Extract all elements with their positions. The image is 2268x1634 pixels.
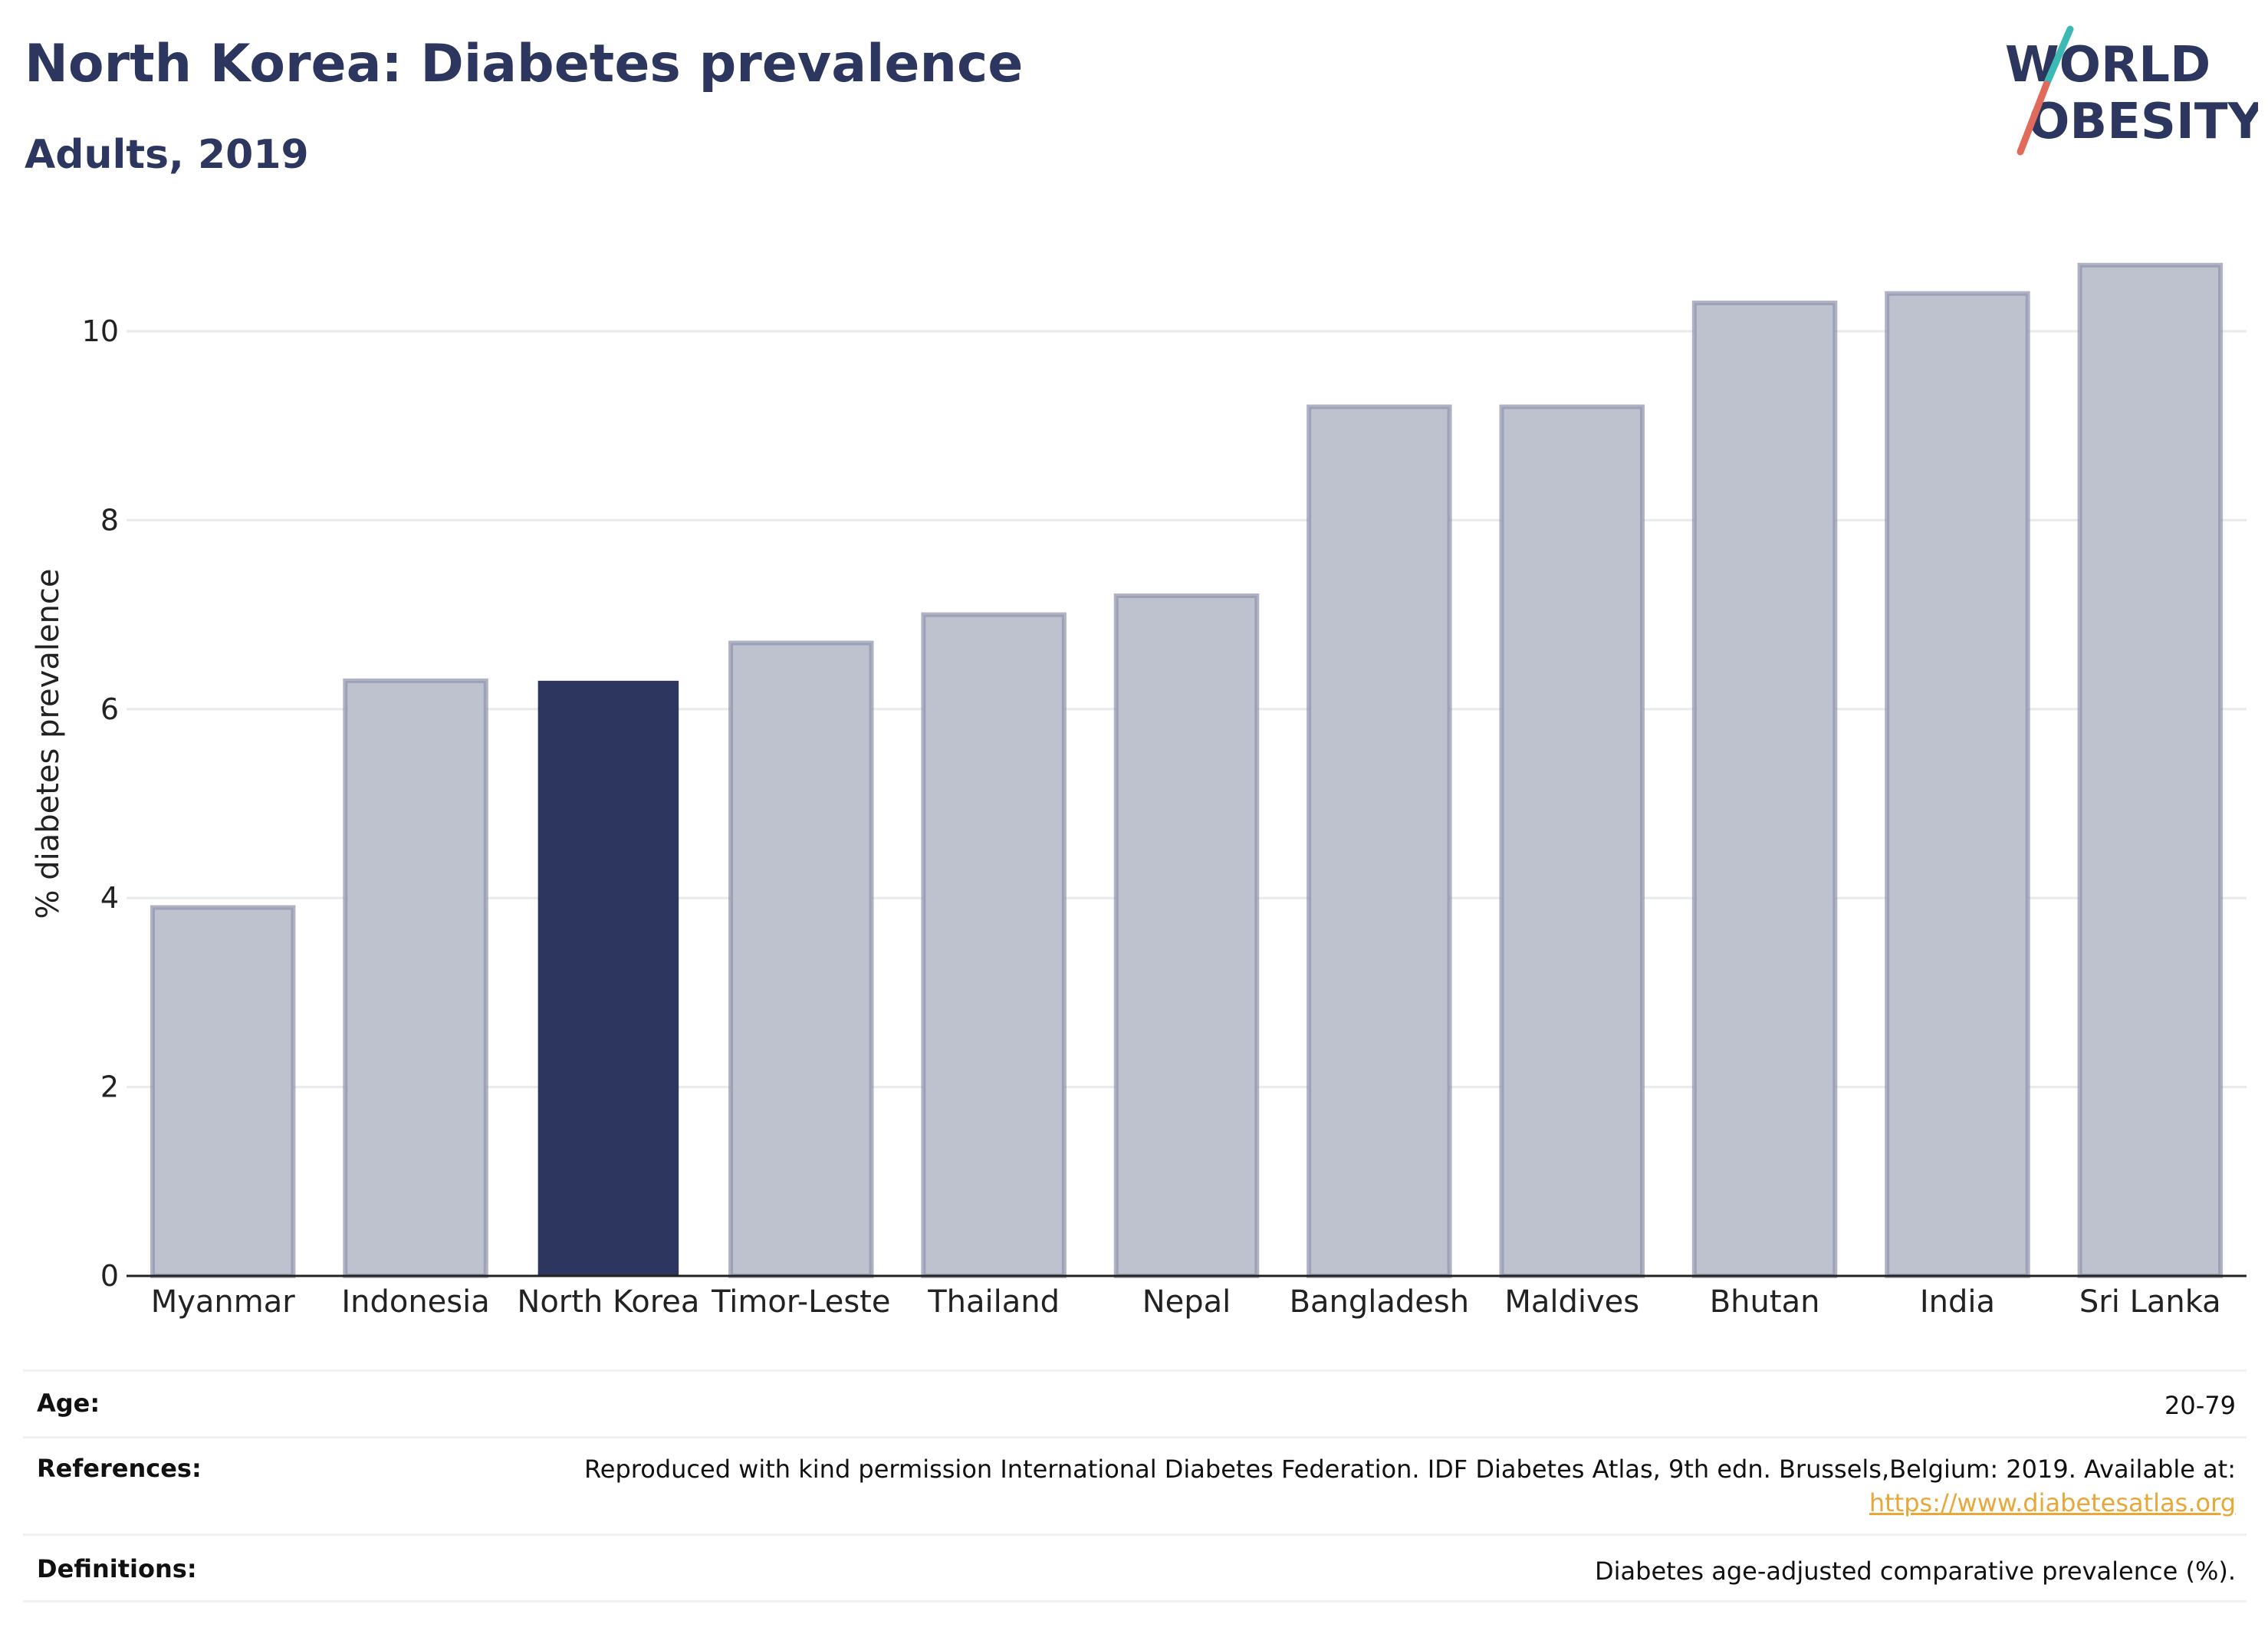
bar-north-korea[interactable] [537,680,679,1276]
footer-table: Age: 20-79 References: Reproduced with k… [23,1369,2247,1603]
axes: 0 2 4 6 8 10 Myanmar Indonesia North Korea Timor-… [82,314,2247,1320]
x-tick-label: Sri Lanka [2079,1284,2221,1320]
bar-thailand[interactable] [921,612,1067,1278]
bars [150,262,2224,1279]
bar-maldives[interactable] [1499,404,1645,1278]
y-axis-label: % diabetes prevalence [31,568,66,919]
definitions-label: Definitions: [37,1554,197,1583]
references-label: References: [37,1454,202,1483]
x-tick-label: Myanmar [151,1284,296,1320]
bar-myanmar[interactable] [150,905,296,1279]
references-text: Reproduced with kind permission Internat… [583,1455,2236,1484]
age-value: 20-79 [2164,1391,2236,1420]
x-tick-label: India [1920,1284,1995,1320]
bar-bhutan[interactable] [1691,301,1838,1278]
bar-nepal[interactable] [1113,593,1260,1278]
bar-india[interactable] [1885,291,2030,1279]
y-tick-label: 10 [82,314,119,348]
world-obesity-logo: WORLD OBESITY [2005,25,2258,156]
footer-row-references: References: Reproduced with kind permiss… [23,1436,2247,1534]
footer-row-definitions: Definitions: Diabetes age-adjusted compa… [23,1534,2247,1603]
bar-indonesia[interactable] [343,678,488,1278]
bar-bangladesh[interactable] [1307,404,1452,1278]
x-tick-label: Bangladesh [1290,1284,1470,1320]
bar-sri-lanka[interactable] [2077,262,2224,1278]
x-tick-label: Timor-Leste [711,1284,890,1320]
references-link[interactable]: https://www.diabetesatlas.org [1869,1488,2236,1517]
age-label: Age: [37,1389,100,1418]
bar-timor-leste[interactable] [728,640,874,1278]
references-value: Reproduced with kind permission Internat… [584,1452,2236,1520]
y-tick-label: 0 [100,1259,119,1293]
page-subtitle: Adults, 2019 [25,132,309,178]
x-tick-label: Maldives [1504,1284,1639,1320]
x-tick-label: Indonesia [341,1284,489,1320]
x-tick-label: Nepal [1142,1284,1231,1320]
y-tick-label: 8 [100,503,119,537]
y-tick-label: 4 [100,881,119,915]
footer-row-age: Age: 20-79 [23,1369,2247,1436]
svg-text:WORLD: WORLD [2005,37,2210,94]
definitions-value: Diabetes age-adjusted comparative preval… [1595,1557,2236,1586]
bar-chart: 0 2 4 6 8 10 Myanmar Indonesia North Korea Timor-… [31,262,2247,1320]
svg-text:OBESITY: OBESITY [2028,94,2258,150]
x-tick-label: Thailand [927,1284,1060,1320]
y-tick-label: 2 [100,1070,119,1104]
y-tick-label: 6 [100,692,119,726]
page-title: North Korea: Diabetes prevalence [25,34,1024,94]
x-tick-label: Bhutan [1710,1284,1820,1320]
x-tick-label: North Korea [517,1284,699,1320]
